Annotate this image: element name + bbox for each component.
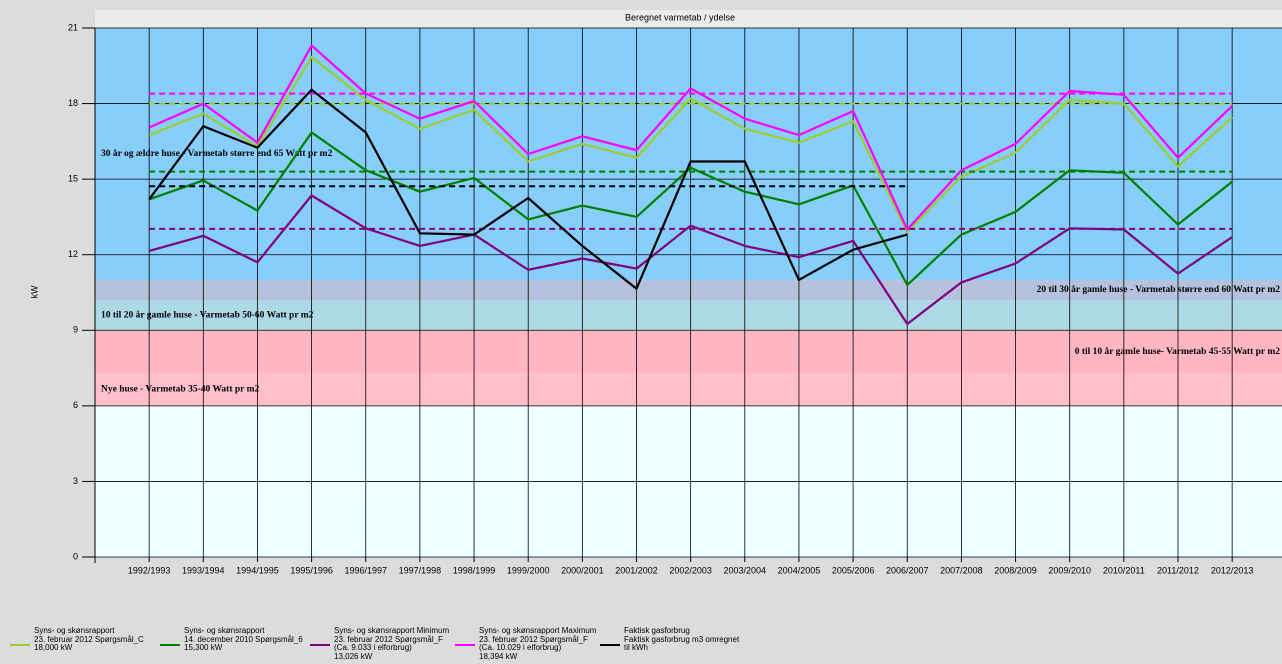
legend: Syns- og skønsrapport 23. februar 2012 S…: [10, 626, 770, 664]
y-tick-label: 21: [68, 22, 78, 32]
zone-label: 20 til 30 år gamle huse - Varmetab størr…: [1037, 284, 1281, 295]
x-tick-label: 2007/2008: [940, 565, 983, 575]
y-axis-label: kW: [29, 285, 39, 299]
legend-reference: 13,026 kW: [334, 651, 373, 661]
x-tick-label: 2006/2007: [886, 565, 929, 575]
series-line: [148, 194, 1233, 326]
zone-band: [95, 300, 1282, 331]
x-tick-label: 2010/2011: [1103, 565, 1145, 575]
x-tick-label: 2008/2009: [994, 565, 1037, 575]
legend-reference: 18,000 kW: [34, 643, 73, 652]
series-line: [148, 88, 908, 290]
y-tick-label: 3: [73, 476, 78, 486]
legend-swatch: [160, 644, 180, 646]
zone-band: [95, 330, 1282, 374]
title-strip: [95, 10, 1282, 28]
zone-label: 10 til 20 år gamle huse - Varmetab 50-60…: [101, 309, 314, 320]
zone-band: [95, 28, 1282, 280]
x-tick-label: 2003/2004: [724, 565, 767, 575]
legend-entry: Faktisk gasforbrug Faktisk gasforbrug m3…: [600, 626, 740, 653]
y-tick-label: 15: [68, 174, 78, 184]
y-tick-label: 0: [73, 551, 78, 561]
x-tick-label: 1992/1993: [128, 565, 171, 575]
legend-entry: Syns- og skønsrapport Minimum 23. februa…: [310, 626, 450, 661]
legend-label: Faktisk gasforbrug Faktisk gasforbrug m3…: [624, 626, 740, 652]
x-tick-label: 1998/1999: [453, 565, 496, 575]
zone-band: [95, 279, 1282, 301]
zone-label: Nye huse - Varmetab 35-40 Watt pr m2: [101, 385, 259, 395]
chart-title: Beregnet varmetab / ydelse: [625, 12, 735, 22]
legend-swatch: [310, 644, 330, 646]
y-tick-label: 12: [68, 249, 78, 259]
x-tick-label: 2001/2002: [615, 565, 658, 575]
legend-swatch: [600, 644, 620, 646]
y-tick-label: 9: [73, 325, 78, 335]
legend-swatch: [10, 644, 30, 646]
series-line: [148, 44, 1233, 231]
x-tick-label: 1997/1998: [399, 565, 442, 575]
x-tick-label: 2011/2012: [1157, 565, 1199, 575]
legend-label: Syns- og skønsrapport Minimum 23. februa…: [334, 626, 450, 652]
zone-band: [95, 373, 1282, 406]
legend-entry: Syns- og skønsrapport Maximum 23. februa…: [455, 626, 597, 661]
legend-swatch: [455, 644, 475, 646]
x-tick-label: 2005/2006: [832, 565, 875, 575]
legend-label: Syns- og skønsrapport 14. december 2010 …: [184, 626, 303, 644]
x-tick-label: 1996/1997: [344, 565, 387, 575]
x-tick-label: 1995/1996: [290, 565, 333, 575]
x-tick-label: 1993/1994: [182, 565, 225, 575]
x-tick-label: 2012/2013: [1211, 565, 1254, 575]
y-tick-label: 18: [68, 98, 78, 108]
x-tick-label: 2000/2001: [561, 565, 604, 575]
series-line: [148, 131, 1233, 286]
zone-label: 0 til 10 år gamle huse- Varmetab 45-55 W…: [1075, 346, 1281, 357]
x-tick-label: 2004/2005: [778, 565, 821, 575]
chart: Beregnet varmetab / ydelse kW 0 3 6 9 12 15 18…: [29, 10, 1282, 575]
series-line: [148, 55, 1233, 234]
x-tick-label: 1994/1995: [236, 565, 279, 575]
legend-entry: Syns- og skønsrapport 14. december 2010 …: [160, 626, 303, 653]
x-tick-label: 1999/2000: [507, 565, 550, 575]
legend-reference: 15,300 kW: [184, 643, 223, 652]
legend-label: Syns- og skønsrapport Maximum 23. februa…: [479, 626, 597, 652]
legend-label: Syns- og skønsrapport 23. februar 2012 S…: [34, 626, 144, 644]
y-tick-label: 6: [73, 400, 78, 410]
zone-label: 30 år og ældre huse - Varmetab større en…: [101, 148, 333, 159]
x-tick-label: 2002/2003: [669, 565, 712, 575]
x-tick-label: 2009/2010: [1048, 565, 1091, 575]
legend-entry: Syns- og skønsrapport 23. februar 2012 S…: [10, 626, 144, 653]
legend-reference: 18,394 kW: [479, 651, 518, 661]
